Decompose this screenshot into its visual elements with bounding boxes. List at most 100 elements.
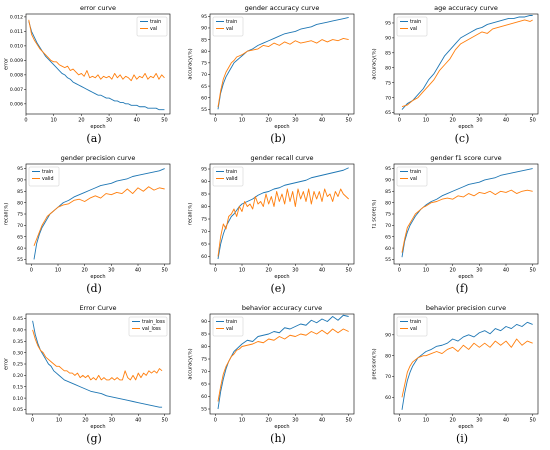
x-tick-label: 30 <box>292 118 298 124</box>
y-tick-label: 75 <box>201 357 207 363</box>
x-tick-label: 10 <box>423 268 429 274</box>
legend-label: train <box>150 19 161 25</box>
legend-label: train_loss <box>142 319 165 325</box>
y-tick-label: 75 <box>385 80 391 86</box>
axes-frame <box>209 163 355 265</box>
y-tick-label: 90 <box>385 36 391 42</box>
x-tick-label: 20 <box>449 418 455 424</box>
y-tick-label: 85 <box>201 192 207 198</box>
y-tick-label: 80 <box>385 65 391 71</box>
x-tick-label: 0 <box>214 118 217 124</box>
chart-panel-5: gender recall curve 0 10 20 30 40 50 60 65 70 75 80… <box>188 152 358 280</box>
y-axis-label: recall(%) <box>188 203 194 225</box>
x-axis-label: epoch <box>458 274 473 280</box>
x-axis-label: epoch <box>274 274 289 280</box>
y-tick-label: 75 <box>385 212 391 218</box>
y-tick-label: 80 <box>17 200 23 206</box>
y-axis-label: recall(%) <box>4 203 10 225</box>
y-tick-label: 0.012 <box>10 15 23 21</box>
x-tick-label: 20 <box>82 418 88 424</box>
x-tick-label: 10 <box>51 118 57 124</box>
y-tick-label: 75 <box>201 61 207 67</box>
x-tick-label: 30 <box>106 118 112 124</box>
x-axis-label: epoch <box>458 424 473 430</box>
chart-panel-6: gender f1 score curve 0 10 20 30 40 50 55 60 65 70… <box>372 152 542 280</box>
chart-panel-4: gender precision curve 0 10 20 30 40 50 55 60 65 7… <box>4 152 174 280</box>
x-axis-label: epoch <box>90 274 105 280</box>
x-tick-label: 40 <box>319 418 325 424</box>
axes-frame <box>25 13 171 115</box>
x-tick-label: 40 <box>503 118 509 124</box>
y-tick-label: 75 <box>201 217 207 223</box>
chart-svg: behavior precision curve 0 10 20 30 40 50 60 70 8… <box>372 304 539 430</box>
x-tick-label: 0 <box>398 268 401 274</box>
y-tick-label: 70 <box>201 369 207 375</box>
x-axis-label: epoch <box>458 124 473 130</box>
chart-panel-2: gender accuracy curve 0 10 20 30 40 50 55 60 65 70… <box>188 2 358 130</box>
y-tick-label: 95 <box>385 166 391 172</box>
axes-frame <box>393 313 539 415</box>
y-tick-label: 55 <box>385 257 391 263</box>
panel-caption: (h) <box>270 432 286 445</box>
series-line-train <box>33 168 165 260</box>
y-tick-label: 0.009 <box>10 58 23 64</box>
y-tick-label: 60 <box>201 254 207 260</box>
panel-caption: (d) <box>86 282 102 295</box>
chart-panel-3: age accuracy curve 0 10 20 30 40 50 65 70 75 80 85 9… <box>372 2 542 130</box>
y-tick-label: 60 <box>201 95 207 101</box>
y-tick-label: 70 <box>17 223 23 229</box>
series-line-val <box>401 19 533 107</box>
y-tick-label: 60 <box>385 395 391 401</box>
series-line-val <box>401 189 533 253</box>
y-tick-label: 75 <box>17 212 23 218</box>
series-line-train <box>401 168 533 258</box>
chart-panel-8: behavior accuracy curve 0 10 20 30 40 50 55 60 65… <box>188 302 358 430</box>
x-tick-label: 10 <box>239 268 245 274</box>
x-axis-label: epoch <box>90 124 105 130</box>
panel-caption: (c) <box>454 132 470 145</box>
y-tick-label: 0.45 <box>13 316 23 322</box>
x-tick-label: 0 <box>398 418 401 424</box>
chart-panel-9: behavior precision curve 0 10 20 30 40 50 60 70 8… <box>372 302 542 430</box>
x-tick-label: 50 <box>162 418 168 424</box>
series-line-val <box>28 19 165 82</box>
x-tick-label: 40 <box>319 268 325 274</box>
chart-title: gender precision curve <box>61 154 136 162</box>
series-line-val_loss <box>32 329 163 381</box>
chart-svg: gender recall curve 0 10 20 30 40 50 60 65 70 75 80… <box>188 154 355 280</box>
y-tick-label: 85 <box>201 37 207 43</box>
x-tick-label: 0 <box>30 268 33 274</box>
y-axis-label: error <box>4 357 10 370</box>
x-axis-label: epoch <box>274 124 289 130</box>
legend-label: val_loss <box>142 326 161 332</box>
chart-panel-1: error curve 0 10 20 30 40 50 0.006 0.007 0.008 0.0… <box>4 2 174 130</box>
legend-label: train <box>410 319 421 325</box>
x-tick-label: 10 <box>55 268 61 274</box>
series-line-train <box>217 167 349 260</box>
series-line-train <box>28 21 165 111</box>
x-tick-label: 30 <box>476 268 482 274</box>
x-tick-label: 10 <box>239 418 245 424</box>
chart-title: gender recall curve <box>250 154 313 162</box>
y-tick-label: 90 <box>385 178 391 184</box>
chart-svg: age accuracy curve 0 10 20 30 40 50 65 70 75 80 85 9… <box>372 4 539 130</box>
chart-panel-7: Error Curve 0 10 20 30 40 50 0.05 0.10 0.15 0.20 0.… <box>4 302 174 430</box>
y-tick-label: 0.008 <box>10 73 23 79</box>
x-tick-label: 20 <box>449 268 455 274</box>
legend-label: train <box>410 19 421 25</box>
y-tick-label: 80 <box>201 49 207 55</box>
y-tick-label: 0.40 <box>13 328 23 334</box>
chart-title: behavior accuracy curve <box>242 304 322 312</box>
x-tick-label: 50 <box>529 118 535 124</box>
y-tick-label: 65 <box>201 242 207 248</box>
axes-frame <box>209 313 355 415</box>
y-tick-label: 65 <box>201 84 207 90</box>
chart-title: behavior precision curve <box>426 304 506 312</box>
series-line-train_loss <box>32 320 163 408</box>
legend-label: train <box>226 319 237 325</box>
